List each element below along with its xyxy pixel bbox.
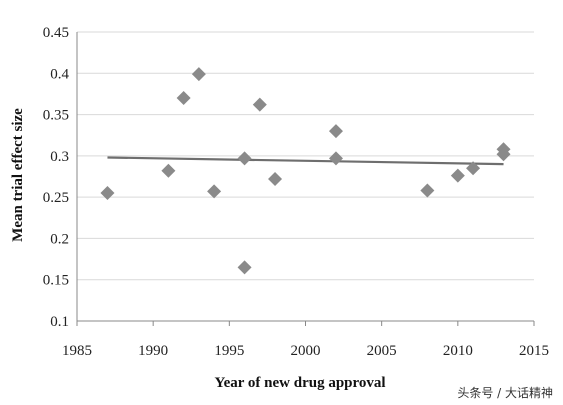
x-tick-label: 2010	[443, 343, 473, 359]
y-tick-label: 0.3	[50, 149, 69, 165]
grid-lines	[77, 31, 534, 281]
trendline-layer	[107, 156, 504, 166]
data-point	[328, 151, 343, 166]
y-tick-label: 0.4	[50, 66, 69, 82]
y-tick-label: 0.1	[50, 314, 69, 330]
data-point	[466, 161, 481, 176]
data-point	[191, 67, 206, 82]
data-point	[176, 91, 191, 106]
data-point	[237, 151, 252, 166]
data-points	[100, 67, 511, 275]
trendline	[107, 156, 504, 166]
data-point	[268, 171, 283, 186]
x-tick-label: 2005	[367, 343, 397, 359]
data-point	[328, 124, 343, 139]
y-tick-label: 0.2	[50, 231, 69, 247]
y-axis-title: Mean trial effect size	[10, 108, 26, 242]
x-axis-title: Year of new drug approval	[214, 375, 385, 391]
y-tick-label: 0.35	[43, 108, 69, 124]
x-tick-label: 2015	[519, 343, 549, 359]
axes	[76, 32, 535, 326]
x-tick-label: 1990	[138, 343, 168, 359]
y-tick-label: 0.15	[43, 273, 69, 289]
data-point	[252, 97, 267, 112]
x-tick-label: 2000	[291, 343, 321, 359]
x-tick-label: 1985	[62, 343, 92, 359]
data-point	[237, 260, 252, 275]
y-tick-label: 0.25	[43, 190, 69, 206]
watermark-text: 头条号 / 大话精神	[457, 386, 553, 400]
x-tick-label: 1995	[214, 343, 244, 359]
data-point	[161, 163, 176, 178]
y-tick-label: 0.45	[43, 25, 69, 41]
y-tick-labels: 0.1 0.15 0.2 0.25 0.3 0.35 0.4 0.45	[43, 25, 70, 330]
data-point	[450, 168, 465, 183]
data-point	[100, 186, 115, 201]
x-tick-labels: 1985 1990 1995 2000 2005 2010 2015	[62, 343, 549, 359]
data-point	[207, 184, 222, 199]
data-point	[496, 147, 511, 162]
data-point	[420, 183, 435, 198]
